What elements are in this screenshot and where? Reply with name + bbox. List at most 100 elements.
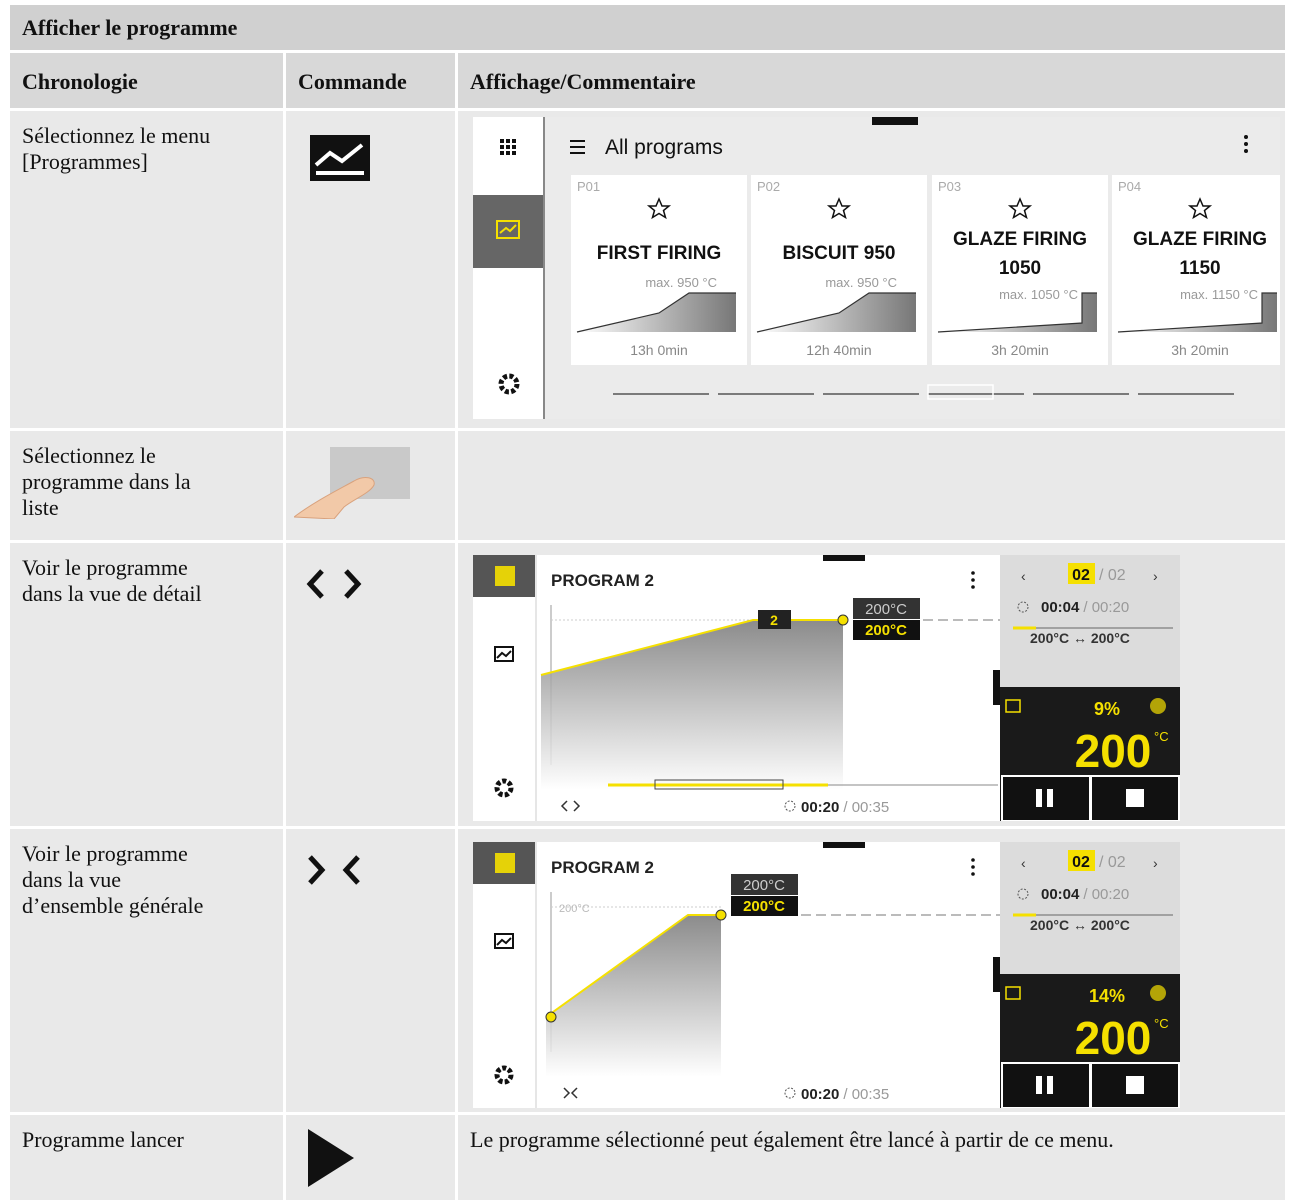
page-box (1068, 563, 1095, 584)
step-cell: Sélectionnez le programme dans la liste (10, 431, 283, 540)
menu-icon (971, 872, 975, 876)
step-text: programme dans la (22, 469, 191, 494)
ramp-line (756, 292, 916, 333)
step-text: dans la vue (22, 867, 121, 892)
clock-icon (784, 800, 796, 812)
collapse-icon (308, 855, 360, 885)
detail-screen: PROGRAM 2 2 200°C 200°C 00:20/ 00:35 ‹ › 02 / 02… (473, 555, 1180, 821)
pages: / 02 (1099, 567, 1126, 584)
card-id: P01 (577, 179, 600, 194)
pause-icon (1047, 789, 1053, 807)
segment-label: 2 (770, 612, 778, 628)
total-time: / 00:35 (843, 1086, 889, 1103)
shape (473, 195, 543, 268)
handle (823, 555, 865, 561)
card-bg (932, 175, 1108, 365)
screen-title: All programs (605, 136, 723, 159)
shape (342, 855, 360, 885)
card-duration: 3h 20min (991, 342, 1049, 358)
ramp-line (937, 292, 1097, 333)
nav-prev: ‹ (1021, 568, 1026, 584)
card-name: 1050 (999, 258, 1041, 279)
programs-icon (494, 933, 514, 949)
star-icon (826, 197, 852, 220)
total-time: / 00:35 (843, 799, 889, 816)
card-name: GLAZE FIRING (953, 229, 1087, 250)
scroll-thumb (654, 779, 784, 790)
page-box (1068, 850, 1095, 871)
elapsed-time: 00:20 (801, 1086, 839, 1103)
programs-icon (496, 650, 512, 659)
command-cell (286, 431, 455, 540)
page: 02 (1072, 567, 1090, 584)
view-icon (573, 800, 581, 812)
clock-icon (1017, 888, 1029, 900)
view-icon (570, 1087, 578, 1099)
step-text: d’ensemble générale (22, 893, 204, 918)
card-name: 1150 (1179, 258, 1220, 279)
pause-icon (1047, 1076, 1053, 1094)
home-icon (495, 853, 515, 873)
stop-icon (1126, 789, 1144, 807)
segment-elapsed: 00:04 (1041, 599, 1080, 616)
touch-icon (294, 447, 410, 519)
step-text: liste (22, 495, 59, 520)
menu-icon (971, 858, 975, 862)
segment-time: 00:04/ 00:20 (1041, 599, 1129, 616)
program-card: P04 GLAZE FIRING 1150 max. 1150 °C 3h 20min (1112, 175, 1280, 365)
profile-point (545, 1011, 557, 1023)
column-header: Affichage/Commentaire (458, 53, 1285, 108)
temperature-unit: °C (1154, 1016, 1169, 1031)
status-icon (1150, 698, 1166, 714)
panel-handle (993, 670, 1000, 705)
ramp (938, 293, 1097, 332)
menu-icon (971, 571, 975, 575)
command-cell (286, 543, 455, 826)
shape (308, 1129, 354, 1187)
step-text: dans la vue de détail (22, 581, 202, 606)
progress: 9% (1094, 699, 1120, 719)
play-icon (308, 1129, 354, 1187)
profile-area (541, 620, 843, 790)
handle (823, 842, 865, 848)
card-name: GLAZE FIRING (1133, 229, 1267, 250)
column-header: Chronologie (10, 53, 283, 108)
ramp (757, 293, 916, 332)
menu-icon (971, 865, 975, 869)
card-duration: 12h 40min (806, 342, 871, 358)
progress: 14% (1089, 986, 1125, 1006)
ramp (1118, 293, 1277, 332)
card-id: P04 (1118, 179, 1141, 194)
star-icon (1007, 197, 1033, 220)
settings-icon (494, 1065, 514, 1085)
temperature: 200 (1075, 1012, 1152, 1064)
command-cell (286, 111, 455, 428)
elapsed-time: 00:20 (801, 799, 839, 816)
page: 02 (1072, 854, 1090, 871)
segment-total: / 00:20 (1083, 886, 1129, 903)
shape (506, 139, 510, 143)
card-max: max. 950 °C (645, 275, 717, 290)
shape: P01 FIRST FIRING max. 950 °C 13h 0min P02 BIS… (571, 175, 1280, 365)
column-header: Commande (286, 53, 455, 108)
step-cell: Sélectionnez le menu [Programmes] (10, 111, 283, 428)
card-name: FIRST FIRING (597, 243, 722, 264)
program-card: P03 GLAZE FIRING 1050 max. 1050 °C 3h 20min (932, 175, 1108, 365)
shape (1244, 135, 1248, 153)
card-max: max. 1050 °C (999, 287, 1078, 302)
shape (872, 117, 918, 125)
shape (344, 569, 362, 599)
setpoint-label: 200°C (743, 877, 785, 894)
settings-icon (494, 778, 514, 798)
star-icon (646, 197, 672, 220)
ramp-line (576, 292, 736, 333)
step-text: Sélectionnez le (22, 443, 156, 468)
step-text: Voir le programme (22, 555, 188, 580)
shape (512, 145, 516, 149)
shape (498, 373, 520, 395)
status-icon (1150, 985, 1166, 1001)
menu-icon (971, 578, 975, 582)
clock-icon (784, 1087, 796, 1099)
pause-button (1001, 1062, 1091, 1108)
